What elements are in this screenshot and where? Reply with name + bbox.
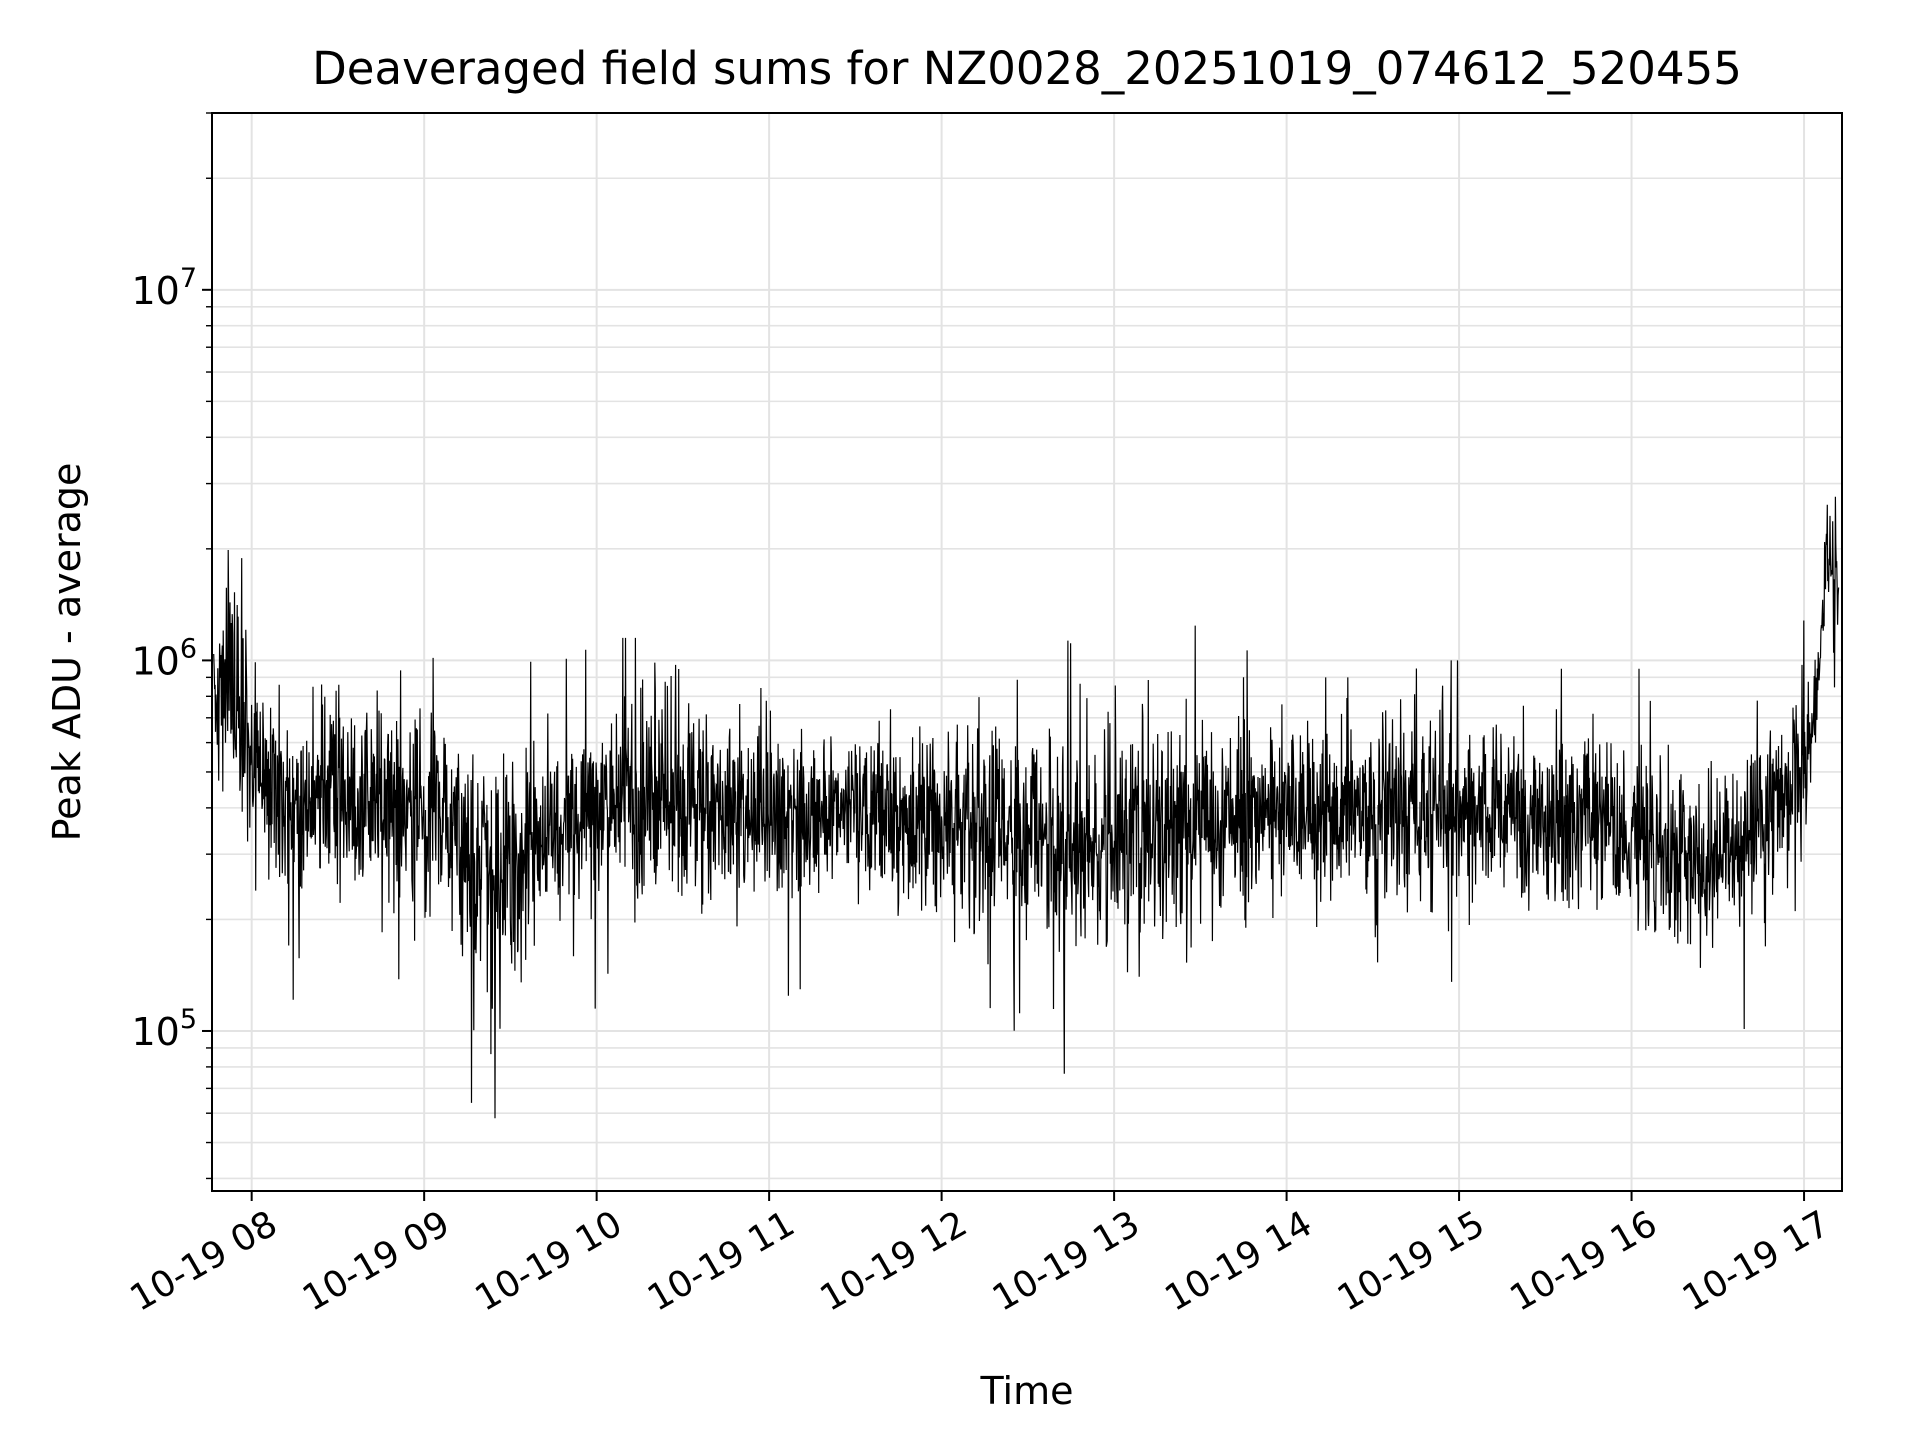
y-tick-label-exponent: 5 xyxy=(180,1004,197,1035)
y-tick-label: 106 xyxy=(131,633,197,683)
x-axis-label: Time xyxy=(980,1369,1074,1413)
y-tick-label-base: 10 xyxy=(131,1010,179,1054)
y-tick-label-base: 10 xyxy=(131,269,179,313)
y-tick-label-base: 10 xyxy=(131,639,179,683)
chart-title: Deaveraged field sums for NZ0028_2025101… xyxy=(312,42,1742,95)
series-line-peak-adu xyxy=(213,496,1840,1119)
plot-frame xyxy=(211,112,1843,1192)
y-axis-label: Peak ADU - average xyxy=(45,463,89,842)
y-tick-label-exponent: 6 xyxy=(180,633,197,664)
y-tick-label: 105 xyxy=(131,1004,197,1054)
y-tick-label: 107 xyxy=(131,263,197,313)
series-layer xyxy=(213,496,1840,1119)
y-tick-label-exponent: 7 xyxy=(180,263,197,294)
